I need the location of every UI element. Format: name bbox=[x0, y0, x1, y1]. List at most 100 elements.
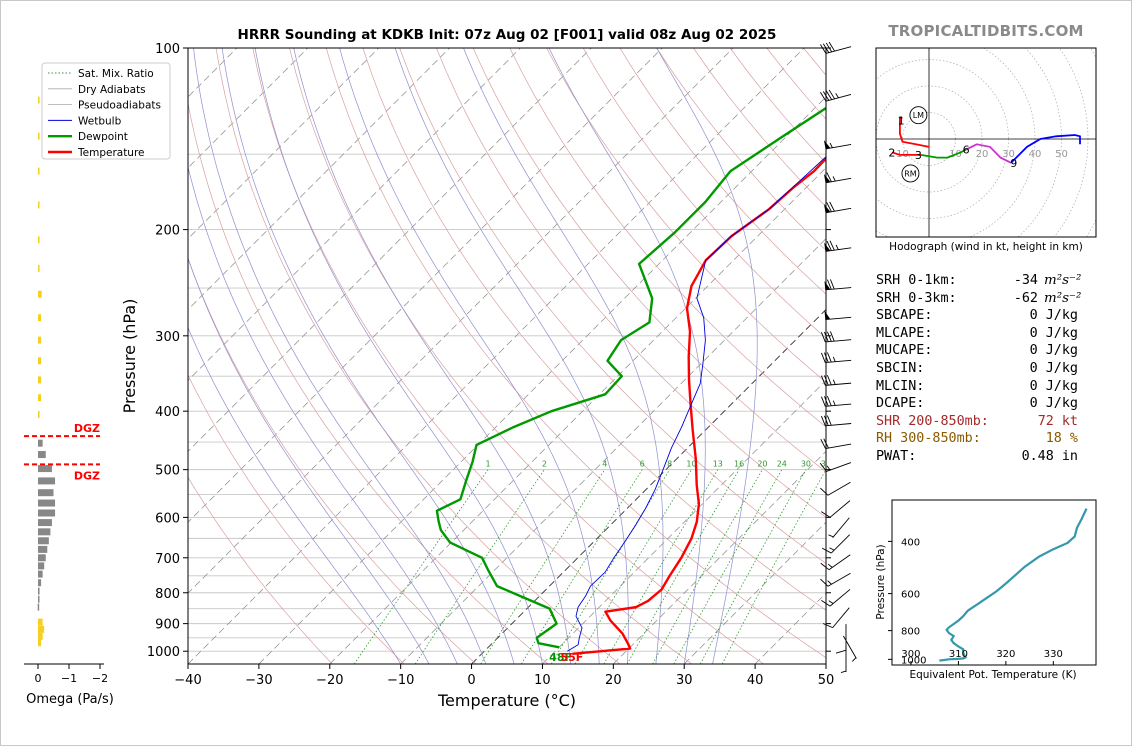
stat-row: MUCAPE: 0 J/kg bbox=[876, 342, 1116, 360]
wind-barb bbox=[820, 41, 852, 54]
wind-barb bbox=[835, 624, 847, 654]
mixing-ratio-label: 1 bbox=[485, 460, 490, 469]
stat-row: SRH 0-1km: -34 m²s⁻² bbox=[876, 272, 1116, 290]
theta-e-x-tick-label: 330 bbox=[1044, 649, 1063, 660]
dry-adiabat bbox=[215, 48, 621, 664]
stat-label: MUCAPE: bbox=[876, 343, 933, 359]
omega-bar bbox=[38, 509, 56, 517]
wind-barb bbox=[821, 331, 852, 343]
theta-e-y-label: Pressure (hPa) bbox=[875, 544, 887, 619]
stat-value: 0 J/kg bbox=[1029, 308, 1078, 324]
series-temperature bbox=[572, 156, 826, 655]
stats-table: SRH 0-1km: -34 m²s⁻² SRH 0-3km: -62 m²s⁻² SBCA… bbox=[876, 272, 1116, 466]
dry-adiabat bbox=[436, 48, 826, 518]
omega-bar bbox=[38, 314, 42, 322]
theta-e-y-tick-label: 1000 bbox=[901, 655, 926, 666]
y-tick-label: 100 bbox=[155, 42, 180, 57]
chart-legend: Sat. Mix. Ratio Dry Adiabats Pseudoadiabat… bbox=[41, 62, 171, 160]
omega-bar bbox=[38, 132, 40, 140]
omega-bar bbox=[38, 201, 40, 209]
mixing-ratio-line bbox=[699, 469, 807, 664]
storm-motion-marker bbox=[901, 164, 920, 183]
legend-entry: Sat. Mix. Ratio bbox=[78, 68, 154, 80]
omega-bar bbox=[38, 570, 43, 578]
wind-barb bbox=[828, 517, 850, 538]
pseudoadiabat bbox=[548, 48, 706, 664]
stat-row: SBCIN: 0 J/kg bbox=[876, 360, 1116, 378]
omega-bar bbox=[38, 451, 46, 459]
theta-e-x-tick-label: 310 bbox=[949, 649, 968, 660]
surface-dewpoint-label: 48F bbox=[549, 651, 572, 664]
pseudoadiabat bbox=[293, 48, 572, 664]
stat-label: SBCIN: bbox=[876, 360, 925, 376]
omega-bar bbox=[38, 489, 54, 497]
legend-entry: Temperature bbox=[77, 147, 145, 159]
dgz-label: DGZ bbox=[74, 469, 100, 482]
omega-bar bbox=[38, 465, 52, 473]
mixing-ratio-line bbox=[414, 469, 545, 664]
omega-bar bbox=[38, 632, 43, 640]
omega-axis-label: Omega (Pa/s) bbox=[26, 692, 114, 707]
isotherm bbox=[258, 96, 826, 664]
stat-value: 72 kt bbox=[1037, 413, 1078, 429]
stat-row: SBCAPE: 0 J/kg bbox=[876, 307, 1116, 325]
x-tick-label: 40 bbox=[747, 673, 764, 688]
omega-bar bbox=[38, 618, 43, 626]
omega-bar bbox=[38, 545, 48, 553]
omega-bar bbox=[38, 290, 42, 298]
storm-motion-marker bbox=[909, 106, 928, 125]
dry-adiabat bbox=[546, 48, 826, 383]
hodograph-height-label: 1 bbox=[898, 114, 905, 127]
mixing-ratio-line bbox=[574, 469, 692, 664]
legend-entry: Dewpoint bbox=[78, 131, 128, 143]
stat-value: 0 J/kg bbox=[1029, 378, 1078, 394]
isotherm bbox=[542, 379, 826, 664]
mixing-ratio-label: 24 bbox=[777, 460, 787, 469]
y-axis-label: Pressure (hPa) bbox=[120, 299, 139, 414]
isotherm bbox=[329, 167, 826, 664]
stat-value: 0.48 in bbox=[1021, 448, 1078, 464]
stat-label: MLCAPE: bbox=[876, 325, 933, 341]
dry-adiabat bbox=[188, 257, 477, 664]
pseudoadiabat bbox=[193, 48, 487, 664]
hodograph-frame bbox=[875, 47, 1097, 238]
omega-bar bbox=[37, 603, 40, 611]
mixing-ratio-label: 30 bbox=[801, 460, 811, 469]
x-tick-label: 20 bbox=[605, 673, 622, 688]
wind-barb bbox=[824, 310, 852, 320]
hodograph-height-label: 2 bbox=[888, 146, 895, 159]
y-tick-label: 900 bbox=[155, 618, 180, 633]
dry-adiabat bbox=[582, 48, 826, 339]
theta-e-x-label: Equivalent Pot. Temperature (K) bbox=[909, 669, 1076, 681]
hodograph-caption: Hodograph (wind in kt, height in km) bbox=[889, 241, 1083, 253]
mixing-ratio-line bbox=[353, 469, 489, 664]
stat-row: MLCAPE: 0 J/kg bbox=[876, 325, 1116, 343]
wind-barb bbox=[821, 374, 852, 386]
pseudoadiabat bbox=[221, 48, 515, 664]
y-tick-label: 500 bbox=[155, 464, 180, 479]
y-tick-label: 800 bbox=[155, 587, 180, 602]
mixing-ratio-label: 10 bbox=[686, 460, 696, 469]
omega-bar bbox=[38, 537, 49, 545]
mixing-ratio-line bbox=[673, 469, 783, 664]
wind-barb bbox=[820, 481, 851, 496]
stat-label: SHR 200-850mb: bbox=[876, 413, 989, 429]
isotherm bbox=[683, 521, 826, 664]
omega-bar bbox=[38, 562, 45, 570]
x-tick-label: −30 bbox=[245, 673, 272, 688]
site-logo: TROPICALTIDBITS.COM bbox=[888, 22, 1084, 40]
x-tick-label: −20 bbox=[316, 673, 343, 688]
omega-bar bbox=[38, 625, 45, 633]
theta-e-y-tick-label: 400 bbox=[901, 537, 920, 548]
mixing-ratio-line bbox=[603, 469, 719, 664]
hodograph-height-label: 6 bbox=[963, 144, 970, 157]
storm-motion-label: RM bbox=[904, 169, 917, 178]
mixing-ratio-line bbox=[480, 469, 606, 664]
omega-bar bbox=[38, 167, 40, 175]
wind-barb bbox=[821, 352, 852, 364]
stat-row: DCAPE: 0 J/kg bbox=[876, 395, 1116, 413]
hodograph-trace bbox=[891, 151, 921, 156]
theta-e-panel: 300 310 320 330 400 600 800 1000 bbox=[888, 499, 1097, 666]
isotherm bbox=[613, 450, 826, 664]
